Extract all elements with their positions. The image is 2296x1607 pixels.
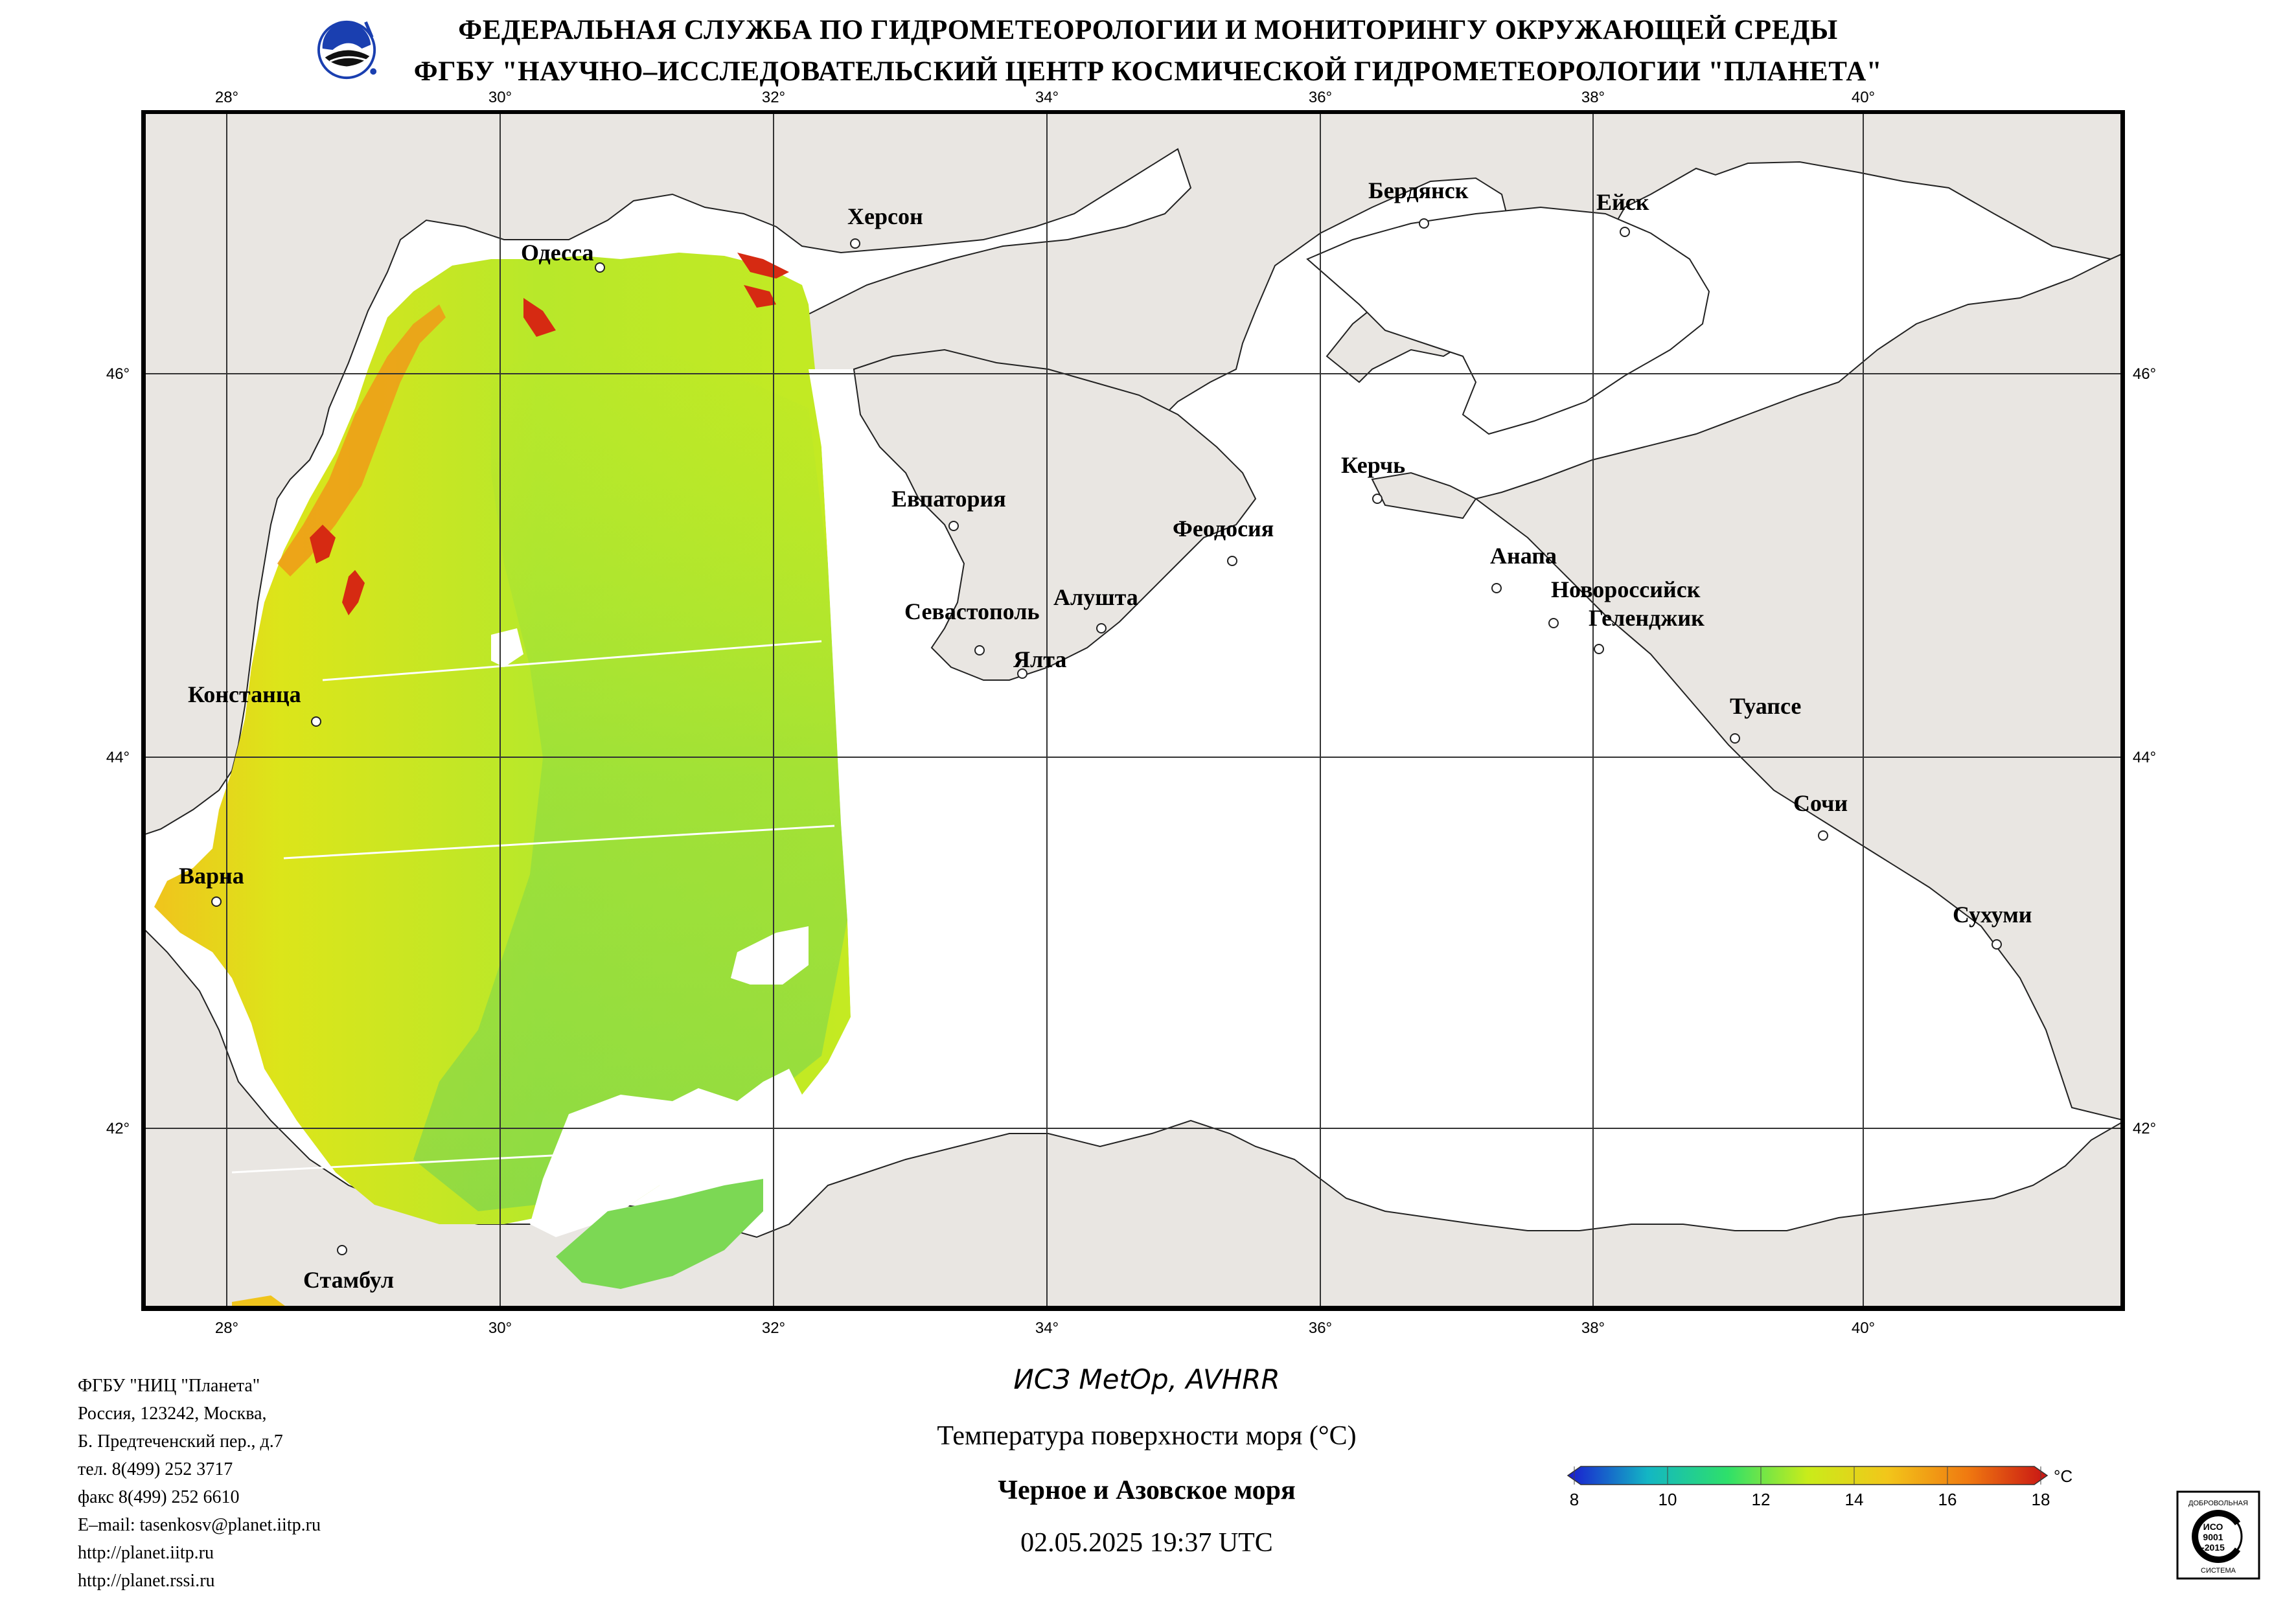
- color-scale-label: 12: [1752, 1490, 1771, 1509]
- sst-hot-spots: [310, 253, 789, 615]
- region-label: Черное и Азовское моря: [998, 1476, 1296, 1505]
- city-label-berdyansk: Бердянск: [1368, 177, 1469, 203]
- graticule: [141, 110, 2125, 1310]
- lon-tick-top-34: 34°: [1035, 89, 1059, 106]
- lon-tick-top-40: 40°: [1852, 89, 1875, 106]
- lon-ticks-top: 28° 30° 32° 34° 36° 38° 40°: [215, 89, 1875, 106]
- color-scale: °C 8 10 12 14 16 18: [1567, 1466, 2072, 1509]
- fax: факс 8(499) 252 6610: [78, 1487, 240, 1507]
- planeta-logo: [317, 20, 377, 80]
- sst-map: Одесса Херсон Бердянск Ейск Евпатория Ке…: [141, 110, 2125, 1311]
- lat-tick-right-44: 44°: [2133, 749, 2156, 766]
- org-name: ФГБУ "НИЦ "Планета": [78, 1376, 260, 1396]
- city-label-kherson: Херсон: [847, 203, 923, 229]
- crimea: [853, 348, 1257, 681]
- city-label-anapa: Анапа: [1490, 543, 1557, 569]
- parameter-label: Температура поверхности моря (°C): [937, 1421, 1357, 1451]
- sst-field-cool: [413, 343, 847, 1211]
- color-scale-label: 8: [1570, 1490, 1579, 1509]
- no-data-south: [530, 1069, 802, 1237]
- lat-tick-left-46: 46°: [106, 365, 130, 383]
- city-label-constanta: Констанца: [188, 681, 301, 707]
- no-data-east-edge: [809, 369, 873, 1159]
- city-labels: Одесса Херсон Бердянск Ейск Евпатория Ке…: [179, 177, 2032, 1293]
- color-scale-labels: 8 10 12 14 16 18: [1570, 1490, 2050, 1509]
- address-line-1: Россия, 123242, Москва,: [78, 1404, 267, 1424]
- city-label-kerch: Керчь: [1341, 452, 1405, 478]
- sst-south-blob: [556, 1179, 763, 1289]
- lon-tick-bottom-36: 36°: [1309, 1319, 1332, 1337]
- city-label-sukhumi: Сухуми: [1953, 902, 2032, 928]
- lon-tick-top-36: 36°: [1309, 89, 1332, 106]
- cert-number: 9001: [2203, 1532, 2223, 1542]
- color-scale-unit: °C: [2054, 1466, 2072, 1486]
- azov-sea: [1306, 206, 1710, 435]
- lon-tick-bottom-28: 28°: [215, 1319, 238, 1337]
- website-1[interactable]: http://planet.iitp.ru: [78, 1543, 214, 1563]
- phone: тел. 8(499) 252 3717: [78, 1459, 233, 1479]
- lon-tick-bottom-34: 34°: [1035, 1319, 1059, 1337]
- city-label-tuapse: Туапсе: [1730, 693, 1801, 719]
- city-label-feodosia: Феодосия: [1173, 516, 1274, 541]
- lon-tick-top-32: 32°: [762, 89, 785, 106]
- cert-top-text: ДОБРОВОЛЬНАЯ: [2188, 1499, 2248, 1507]
- city-label-gelendzhik: Геленджик: [1589, 605, 1705, 631]
- color-scale-label: 14: [1845, 1490, 1864, 1509]
- lat-tick-right-42: 42°: [2133, 1120, 2156, 1137]
- website-2[interactable]: http://planet.rssi.ru: [78, 1571, 215, 1591]
- city-label-novorossiysk: Новороссийск: [1551, 576, 1701, 602]
- city-label-sevastopol: Севастополь: [904, 598, 1040, 624]
- color-scale-label: 10: [1659, 1490, 1677, 1509]
- color-scale-label: 16: [1938, 1490, 1957, 1509]
- land-east: [1474, 251, 2125, 1122]
- header-line-2: ФГБУ "НАУЧНО–ИССЛЕДОВАТЕЛЬСКИЙ ЦЕНТР КОС…: [413, 56, 1883, 87]
- contact-block: ФГБУ "НИЦ "Планета" Россия, 123242, Моск…: [78, 1372, 321, 1595]
- color-scale-label: 18: [2032, 1490, 2050, 1509]
- lon-tick-top-28: 28°: [215, 89, 238, 106]
- lat-tick-left-44: 44°: [106, 749, 130, 766]
- city-markers: [211, 218, 2002, 1255]
- cert-bottom-text: СИСТЕМА: [2201, 1567, 2236, 1575]
- city-label-odessa: Одесса: [521, 240, 594, 266]
- city-label-varna: Варна: [179, 863, 244, 889]
- scan-line-2: [283, 825, 835, 860]
- datetime-label: 02.05.2025 19:37 UTC: [1020, 1528, 1273, 1558]
- city-label-sochi: Сочи: [1793, 790, 1848, 816]
- sst-data-layer: [154, 253, 873, 1310]
- satellite-label: ИСЗ MetOp, AVHRR: [1013, 1363, 1280, 1395]
- city-label-alushta: Алушта: [1053, 584, 1138, 610]
- cert-iso: ИСО: [2203, 1522, 2223, 1532]
- lat-tick-left-42: 42°: [106, 1120, 130, 1137]
- scan-line-1: [322, 640, 822, 681]
- color-scale-gradient: [1567, 1466, 2049, 1485]
- email: E–mail: tasenkosv@planet.iitp.ru: [78, 1515, 321, 1535]
- iso-certificate-badge: ДОБРОВОЛЬНАЯ ИСО 9001 -2015 СИСТЕМА: [2176, 1490, 2260, 1580]
- lon-tick-top-38: 38°: [1581, 89, 1605, 106]
- lon-ticks-bottom: 28° 30° 32° 34° 36° 38° 40°: [215, 1319, 1875, 1337]
- city-label-yeysk: Ейск: [1596, 189, 1649, 215]
- lon-tick-top-30: 30°: [488, 89, 512, 106]
- kerch-strait-land: [1371, 472, 1477, 519]
- color-scale-bar: [1567, 1466, 2049, 1485]
- lon-tick-bottom-38: 38°: [1581, 1319, 1605, 1337]
- city-label-istanbul: Стамбул: [303, 1267, 394, 1293]
- frame-ticks: [141, 110, 2125, 1311]
- city-label-evpatoria: Евпатория: [891, 486, 1006, 512]
- header-line-1: ФЕДЕРАЛЬНАЯ СЛУЖБА ПО ГИДРОМЕТЕОРОЛОГИИ …: [458, 15, 1838, 45]
- address-line-2: Б. Предтеченский пер., д.7: [78, 1431, 283, 1452]
- lon-tick-bottom-40: 40°: [1852, 1319, 1875, 1337]
- no-data-south-2: [731, 926, 809, 985]
- city-label-yalta: Ялта: [1013, 646, 1066, 672]
- lat-ticks-left: 46° 44° 42°: [106, 365, 130, 1137]
- lon-tick-bottom-32: 32°: [762, 1319, 785, 1337]
- sst-warm-coast: [277, 304, 446, 576]
- scan-line-3: [231, 1145, 725, 1174]
- lon-tick-bottom-30: 30°: [488, 1319, 512, 1337]
- no-data-patch: [491, 628, 523, 667]
- cert-year: -2015: [2201, 1542, 2225, 1553]
- lat-ticks-right: 46° 44° 42°: [2133, 365, 2156, 1137]
- lat-tick-right-46: 46°: [2133, 365, 2156, 383]
